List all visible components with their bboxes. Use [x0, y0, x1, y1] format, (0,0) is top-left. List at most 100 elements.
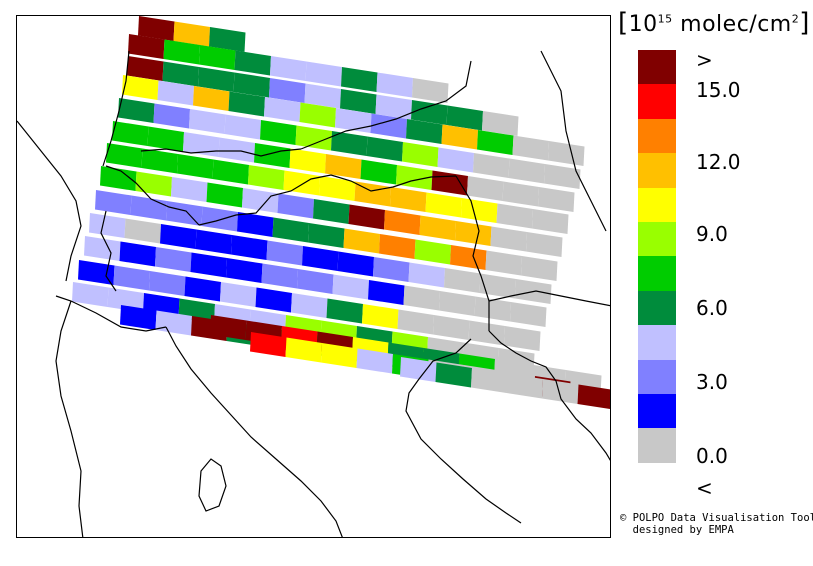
swath-pixel	[444, 268, 481, 294]
border-france-west	[102, 50, 130, 167]
swath-pixel	[224, 114, 261, 140]
map-canvas	[17, 16, 610, 537]
swath-pixel	[100, 166, 137, 192]
swath-pixel	[437, 147, 474, 173]
swath-pixel	[508, 158, 545, 184]
swath-pixel	[119, 241, 156, 267]
swath-pixel	[542, 379, 579, 405]
swath-pixel	[141, 148, 178, 174]
swath-pixel	[149, 271, 186, 297]
swath-pixel	[212, 159, 249, 185]
coast-corsica	[198, 458, 227, 512]
swath-pixel	[120, 305, 157, 331]
swath-pixel	[408, 262, 445, 288]
colorbar-swatch	[638, 290, 676, 326]
swath-pixel	[124, 218, 161, 244]
swath-pixel	[112, 121, 149, 147]
swath-pixel	[455, 221, 492, 247]
colorbar-tick-label: 6.0	[696, 296, 728, 320]
swath-pixel	[250, 332, 287, 358]
swath-pixel	[234, 50, 271, 76]
swath-pixel	[532, 209, 569, 235]
colorbar-swatch	[638, 221, 676, 257]
swath-pixel	[260, 120, 297, 146]
colorbar-swatch	[638, 359, 676, 394]
swath-pixel	[237, 212, 274, 238]
colorbar	[638, 50, 676, 463]
swath-pixel	[431, 170, 468, 196]
swath-pixel	[122, 75, 159, 101]
swath-pixel	[467, 176, 504, 202]
swath-pixel	[199, 45, 236, 71]
border-west-upper	[17, 120, 82, 282]
swath-pixel	[468, 320, 505, 346]
swath-pixel	[78, 260, 115, 286]
swath-pixel	[414, 239, 451, 265]
swath-pixel	[340, 89, 377, 115]
swath-pixel	[379, 234, 416, 260]
swath-pixel	[190, 252, 227, 278]
swath-pixel	[411, 100, 448, 126]
border-croatia	[488, 290, 610, 307]
swath-pixel	[319, 176, 356, 202]
colorbar-tick-label: 0.0	[696, 444, 728, 468]
swath-pixel	[441, 124, 478, 150]
credit-text: © POLPO Data Visualisation Tool designed…	[620, 512, 813, 536]
swath-pixel	[248, 165, 285, 191]
swath-pixel	[135, 171, 172, 197]
swath-pixel	[195, 229, 232, 255]
swath-pixel	[147, 126, 184, 152]
swath-pixel	[270, 56, 307, 82]
swath-pixel	[302, 246, 339, 272]
swath-pixel	[446, 105, 483, 131]
border-austria-hungary	[540, 50, 607, 232]
border-switzerland-italy	[198, 174, 332, 226]
border-west-lower	[55, 300, 84, 537]
swath-pixel	[272, 217, 309, 243]
swath-pixel	[297, 269, 334, 295]
colorbar-swatch	[638, 187, 676, 222]
colorbar-tick-label: 12.0	[696, 150, 741, 174]
swath-pixel	[201, 206, 238, 232]
swath-pixel	[155, 247, 192, 273]
swath-pixel	[277, 193, 314, 219]
swath-pixel	[406, 119, 443, 145]
swath-pixel	[477, 130, 514, 156]
swath-pixel	[231, 235, 268, 261]
swath-pixel	[356, 348, 393, 374]
swath-pixel	[506, 373, 543, 399]
colorbar-swatch	[638, 428, 676, 463]
border-france-italy	[100, 210, 117, 292]
colorbar-swatch	[638, 153, 676, 188]
colorbar-tick-label: 9.0	[696, 222, 728, 246]
swath-pixel	[425, 192, 462, 218]
swath-pixel	[390, 187, 427, 213]
swath-pixel	[130, 195, 167, 221]
swath-pixel	[210, 315, 247, 341]
swath-pixel	[162, 61, 199, 87]
swath-pixel	[490, 226, 527, 252]
swath-pixel	[370, 113, 407, 139]
swath-pixel	[439, 291, 476, 317]
pixel-swaths	[72, 16, 610, 410]
border-austria-italy	[330, 174, 457, 192]
swath-pixel	[396, 165, 433, 191]
swath-pixel	[220, 282, 257, 308]
border-france-switzerland	[105, 165, 200, 226]
swath-pixel	[366, 136, 403, 162]
map-panel	[16, 15, 611, 538]
coastline-adriatic-east	[488, 330, 610, 461]
swath-pixel	[209, 27, 246, 53]
swath-pixel	[473, 153, 510, 179]
swath-pixel	[376, 72, 413, 98]
swath-pixel	[89, 213, 126, 239]
swath-pixel	[474, 296, 511, 322]
border-germany-switzerland	[140, 148, 302, 157]
colorbar-swatch	[638, 84, 676, 119]
swath-pixel	[218, 137, 255, 163]
swath-pixel	[193, 86, 230, 112]
swath-pixel	[138, 16, 175, 42]
swath-pixel	[155, 310, 192, 336]
swath-pixel	[228, 91, 265, 117]
swath-pixel	[113, 265, 150, 291]
